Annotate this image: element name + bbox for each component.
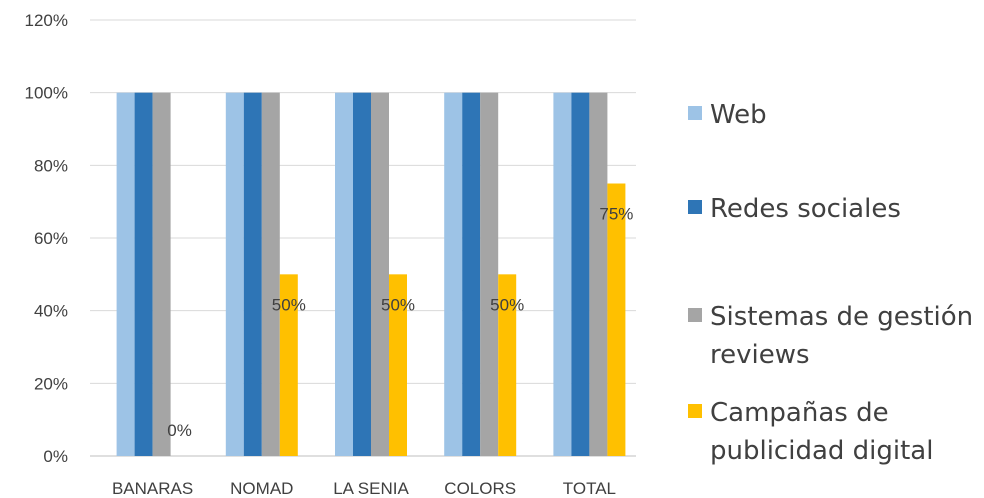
legend-label-web: Web: [710, 100, 767, 130]
bar-colors-series-3: [480, 92, 499, 457]
legend-swatch-sistemas: [688, 308, 702, 322]
data-label: 75%: [599, 205, 633, 224]
legend-label-redes-sociales: Redes sociales: [710, 194, 901, 224]
bar-nomad-series-4: [279, 274, 298, 456]
data-label: 50%: [490, 295, 524, 314]
bar-banaras-series-1: [116, 92, 135, 457]
bar-total-series-1: [553, 92, 572, 457]
x-axis-categories: BANARAS NOMAD LA SENIA COLORS TOTAL: [112, 479, 616, 498]
y-tick-label: 40%: [34, 302, 68, 321]
legend-item-campanas: Campañas de publicidad digital: [688, 394, 933, 470]
bar-la-senia-series-1: [335, 92, 353, 457]
bar-banaras-series-3: [152, 92, 171, 457]
bars: [116, 92, 626, 457]
legend-label-campanas: Campañas de publicidad digital: [710, 394, 933, 470]
x-category-label: LA SENIA: [333, 479, 409, 498]
legend-item-redes-sociales: Redes sociales: [688, 190, 901, 228]
x-category-label: NOMAD: [230, 479, 293, 498]
legend-item-sistemas: Sistemas de gestión reviews: [688, 298, 973, 374]
legend-label-sistemas-line2: reviews: [710, 340, 810, 370]
y-tick-label: 60%: [34, 229, 68, 248]
data-label: 0%: [167, 421, 192, 440]
y-tick-label: 0%: [43, 447, 68, 466]
y-tick-label: 20%: [34, 374, 68, 393]
y-tick-label: 100%: [25, 84, 68, 103]
bar-colors-series-4: [498, 274, 517, 456]
x-category-label: TOTAL: [563, 479, 616, 498]
bar-la-senia-series-2: [353, 92, 371, 457]
bar-la-senia-series-4: [389, 274, 407, 456]
data-label: 50%: [381, 295, 415, 314]
legend-swatch-redes-sociales: [688, 200, 702, 214]
bar-colors-series-1: [444, 92, 463, 457]
x-category-label: COLORS: [444, 479, 516, 498]
bar-total-series-2: [571, 92, 590, 457]
y-tick-label: 120%: [25, 11, 68, 30]
x-category-label: BANARAS: [112, 479, 193, 498]
bar-nomad-series-3: [261, 92, 280, 457]
legend-label-sistemas: Sistemas de gestión reviews: [710, 298, 973, 374]
y-axis-ticks: 0% 20% 40% 60% 80% 100% 120%: [25, 11, 68, 466]
legend-swatch-web: [688, 106, 702, 120]
bar-total-series-4: [607, 183, 626, 456]
y-tick-label: 80%: [34, 156, 68, 175]
bar-banaras-series-2: [134, 92, 153, 457]
bar-total-series-3: [589, 92, 608, 457]
data-labels: 0% 50% 50% 50% 75%: [167, 205, 633, 441]
bar-nomad-series-2: [243, 92, 262, 457]
legend-label-campanas-line1: Campañas de: [710, 398, 889, 428]
legend-item-web: Web: [688, 96, 767, 134]
legend-swatch-campanas: [688, 404, 702, 418]
bar-colors-series-2: [462, 92, 481, 457]
data-label: 50%: [272, 295, 306, 314]
legend-label-sistemas-line1: Sistemas de gestión: [710, 302, 974, 332]
legend-label-campanas-line2: publicidad digital: [710, 436, 934, 466]
bar-nomad-series-1: [225, 92, 244, 457]
bar-la-senia-series-3: [371, 92, 389, 457]
